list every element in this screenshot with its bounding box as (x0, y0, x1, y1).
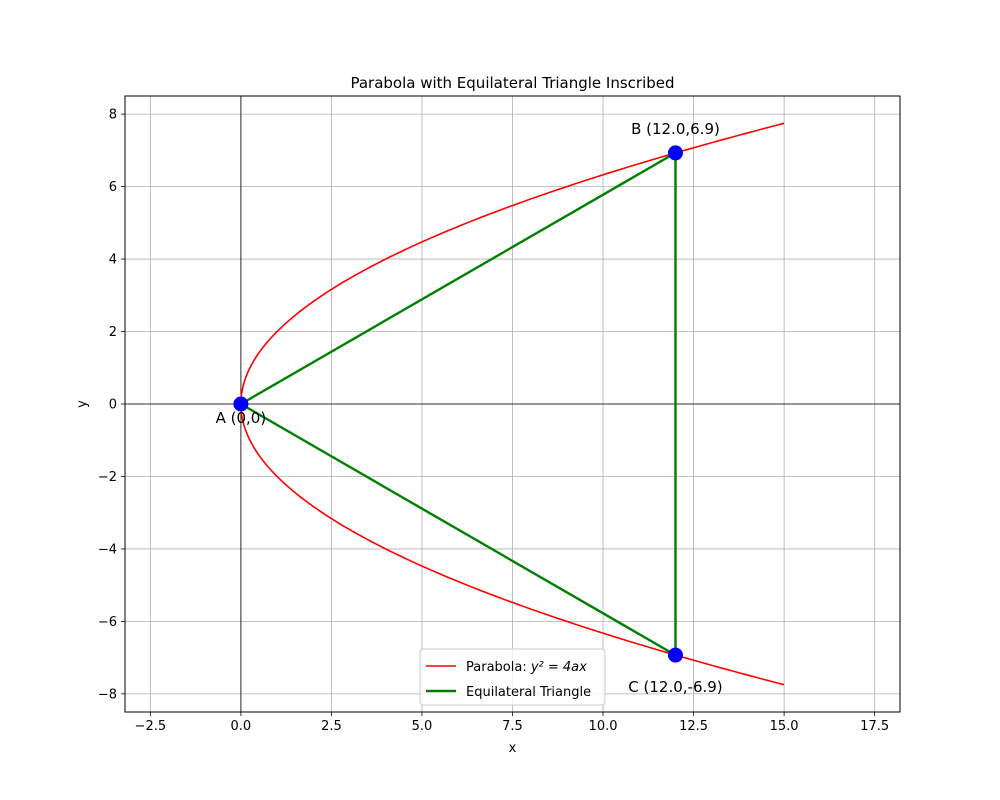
legend-label-parabola-math: y² = 4ax (530, 660, 587, 675)
x-axis-label: x (509, 741, 517, 756)
y-tick-label: 4 (109, 253, 117, 268)
legend: Parabola: y² = 4ax Equilateral Triangle (419, 648, 606, 706)
point-label-c: C (12.0,-6.9) (628, 678, 722, 696)
x-tick-label: 2.5 (321, 719, 342, 734)
x-tick-label: 5.0 (412, 719, 433, 734)
y-axis-label: y (75, 400, 90, 408)
y-tick-label: −6 (98, 615, 117, 630)
point-label-b: B (12.0,6.9) (631, 120, 720, 138)
triangle-outline (238, 150, 677, 658)
x-tick-label: −2.5 (135, 719, 167, 734)
point-marker-a (233, 396, 249, 412)
legend-label-triangle: Equilateral Triangle (466, 685, 591, 700)
x-tick-label: 15.0 (770, 719, 799, 734)
y-tick-label: 6 (109, 180, 117, 195)
x-tick-label: 17.5 (860, 719, 889, 734)
legend-label-parabola-prefix: Parabola: (466, 660, 531, 675)
x-tick-label: 10.0 (589, 719, 618, 734)
x-tick-label: 0.0 (231, 719, 252, 734)
ticks-layer: −2.5 0.0 2.5 5.0 7.5 10.0 12.5 15.0 17.5 −8 −6 −4 −2… (98, 108, 889, 734)
y-tick-label: 0 (109, 398, 117, 413)
points-layer: A (0,0) B (12.0,6.9) C (12.0,-6.9) (216, 120, 723, 696)
x-tick-label: 7.5 (502, 719, 523, 734)
y-tick-label: 2 (109, 325, 117, 340)
y-tick-label: −8 (98, 687, 117, 702)
y-tick-label: 8 (109, 108, 117, 123)
legend-label-parabola: Parabola: y² = 4ax (466, 660, 587, 675)
chart-title: Parabola with Equilateral Triangle Inscr… (350, 74, 674, 92)
x-tick-label: 12.5 (679, 719, 708, 734)
point-marker-b (667, 145, 683, 161)
point-marker-c (667, 647, 683, 663)
y-tick-label: −4 (98, 542, 117, 557)
y-tick-label: −2 (98, 470, 117, 485)
legend-box (419, 648, 606, 706)
point-label-a: A (0,0) (216, 409, 267, 427)
